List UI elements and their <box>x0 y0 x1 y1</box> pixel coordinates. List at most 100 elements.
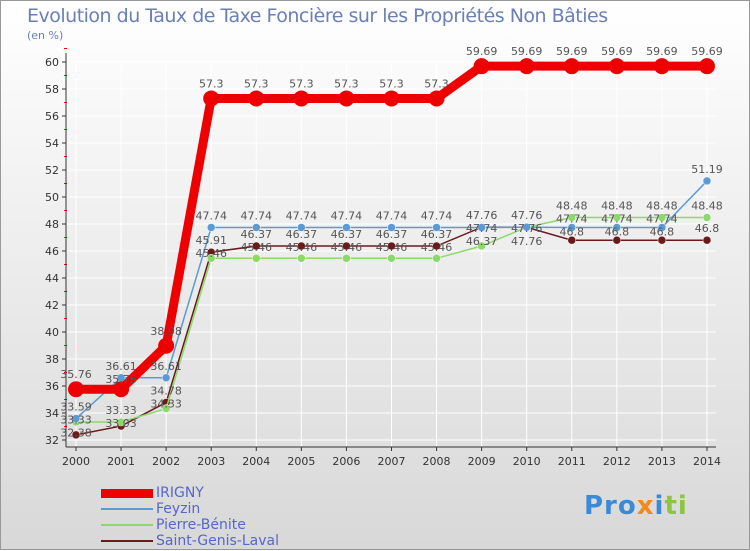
data-point <box>71 430 81 440</box>
proxiti-logo: Proxiti <box>584 491 688 521</box>
data-point <box>473 58 490 75</box>
data-label: 57.3 <box>289 77 314 90</box>
data-point <box>248 90 265 107</box>
y-tick-label: 32 <box>45 434 59 447</box>
data-label: 47.74 <box>601 213 633 226</box>
data-label: 47.74 <box>466 222 498 235</box>
data-point <box>567 213 577 222</box>
data-label: 47.74 <box>556 213 588 226</box>
legend-swatch <box>101 524 153 526</box>
y-tick-label: 38 <box>45 353 59 366</box>
y-tick-label: 48 <box>45 218 59 231</box>
data-label: 47.74 <box>376 210 408 223</box>
data-point <box>297 241 306 251</box>
data-label: 46.37 <box>466 235 498 248</box>
data-point <box>657 223 667 232</box>
legend-label: Saint-Genis-Laval <box>156 533 279 549</box>
data-label: 33.03 <box>105 417 137 430</box>
data-point <box>113 381 130 398</box>
data-label: 34.78 <box>150 384 182 397</box>
data-label: 47.74 <box>195 210 227 223</box>
legend-swatch <box>101 488 153 498</box>
data-point <box>702 235 712 245</box>
data-label: 33.33 <box>105 404 137 417</box>
data-point <box>432 254 441 263</box>
data-label: 51.19 <box>691 163 723 176</box>
data-label: 59.69 <box>691 45 723 58</box>
data-label: 45.46 <box>286 241 318 254</box>
data-label: 34.33 <box>150 397 182 410</box>
data-point <box>297 223 306 232</box>
x-tick-label: 2005 <box>287 455 315 468</box>
data-label: 48.48 <box>556 200 588 213</box>
data-label: 47.76 <box>511 209 543 222</box>
data-point <box>428 90 445 107</box>
y-tick-label: 50 <box>45 191 59 204</box>
y-tick-label: 52 <box>45 164 59 177</box>
data-label: 59.69 <box>646 45 678 58</box>
data-label: 46.37 <box>376 228 408 241</box>
data-point <box>293 90 310 107</box>
data-label: 59.69 <box>601 45 633 58</box>
x-tick-label: 2014 <box>693 455 721 468</box>
data-label: 36.61 <box>105 360 137 373</box>
data-label: 59.69 <box>466 45 498 58</box>
data-point <box>158 337 175 354</box>
data-label: 46.37 <box>241 228 273 241</box>
data-point <box>252 223 261 232</box>
data-point <box>206 254 216 263</box>
y-tick-label: 42 <box>45 299 59 312</box>
data-label: 46.8 <box>695 222 720 235</box>
data-point <box>432 241 441 251</box>
data-label: 46.37 <box>331 228 363 241</box>
data-point <box>612 223 622 232</box>
data-point <box>342 241 351 251</box>
data-label: 48.48 <box>646 200 678 213</box>
data-label: 47.74 <box>286 210 318 223</box>
x-tick-label: 2013 <box>648 455 676 468</box>
data-point <box>657 235 667 245</box>
data-point <box>252 241 261 251</box>
data-label: 33.59 <box>60 401 92 414</box>
y-tick-label: 54 <box>45 137 59 150</box>
data-label: 46.37 <box>286 228 318 241</box>
data-label: 35.76 <box>60 368 92 381</box>
data-point <box>653 58 670 75</box>
data-label: 57.3 <box>379 77 404 90</box>
data-point <box>522 222 531 232</box>
x-tick-label: 2000 <box>62 455 90 468</box>
x-tick-label: 2007 <box>377 455 405 468</box>
data-point <box>387 254 396 263</box>
data-point <box>477 241 486 251</box>
y-tick-label: 36 <box>45 380 59 393</box>
data-label: 47.76 <box>466 209 498 222</box>
data-point <box>657 213 667 222</box>
data-point <box>612 235 622 245</box>
data-point <box>161 404 171 413</box>
data-point <box>206 223 216 232</box>
data-label: 57.3 <box>424 77 449 90</box>
data-label: 45.46 <box>376 241 408 254</box>
data-label: 46.8 <box>605 226 630 239</box>
data-label: 45.46 <box>421 241 453 254</box>
data-label: 47.74 <box>331 210 363 223</box>
y-tick-label: 58 <box>45 83 59 96</box>
x-tick-label: 2010 <box>513 455 541 468</box>
data-point <box>608 58 625 75</box>
data-label: 33.33 <box>60 414 92 427</box>
x-tick-label: 2009 <box>468 455 496 468</box>
data-label: 57.3 <box>199 77 224 90</box>
data-label: 59.69 <box>556 45 588 58</box>
data-point <box>477 223 486 232</box>
data-label: 38.98 <box>150 325 182 338</box>
data-point <box>161 373 171 383</box>
x-tick-label: 2004 <box>242 455 270 468</box>
data-point <box>387 241 396 251</box>
data-label: 45.46 <box>195 247 227 260</box>
data-point <box>252 254 261 263</box>
data-point <box>71 414 81 423</box>
data-point <box>297 254 306 263</box>
chart-title: Evolution du Taux de Taxe Foncière sur l… <box>27 5 608 27</box>
